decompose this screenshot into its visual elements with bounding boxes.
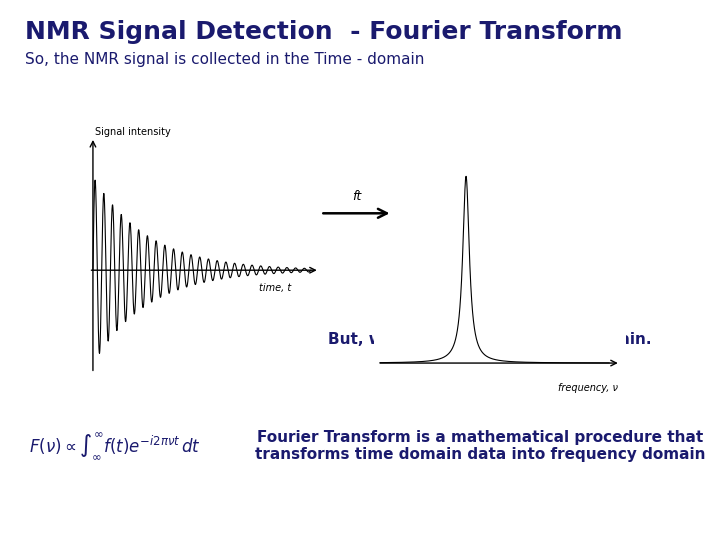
Text: time, t: time, t: [258, 283, 291, 293]
Text: frequency, ν: frequency, ν: [558, 383, 618, 393]
Text: Signal intensity: Signal intensity: [95, 127, 171, 137]
Text: Fourier Transform is a mathematical procedure that
transforms time domain data i: Fourier Transform is a mathematical proc…: [255, 430, 706, 462]
Text: But, we prefer the frequency domain.: But, we prefer the frequency domain.: [328, 332, 652, 347]
Text: NMR Signal Detection  - Fourier Transform: NMR Signal Detection - Fourier Transform: [25, 20, 623, 44]
Text: $F(\nu) \propto \int_{\infty}^{\infty} f(t)e^{-i2\pi\nu t}\, dt$: $F(\nu) \propto \int_{\infty}^{\infty} f…: [29, 430, 201, 461]
Text: So, the NMR signal is collected in the Time - domain: So, the NMR signal is collected in the T…: [25, 52, 424, 67]
Text: ft: ft: [352, 190, 361, 202]
